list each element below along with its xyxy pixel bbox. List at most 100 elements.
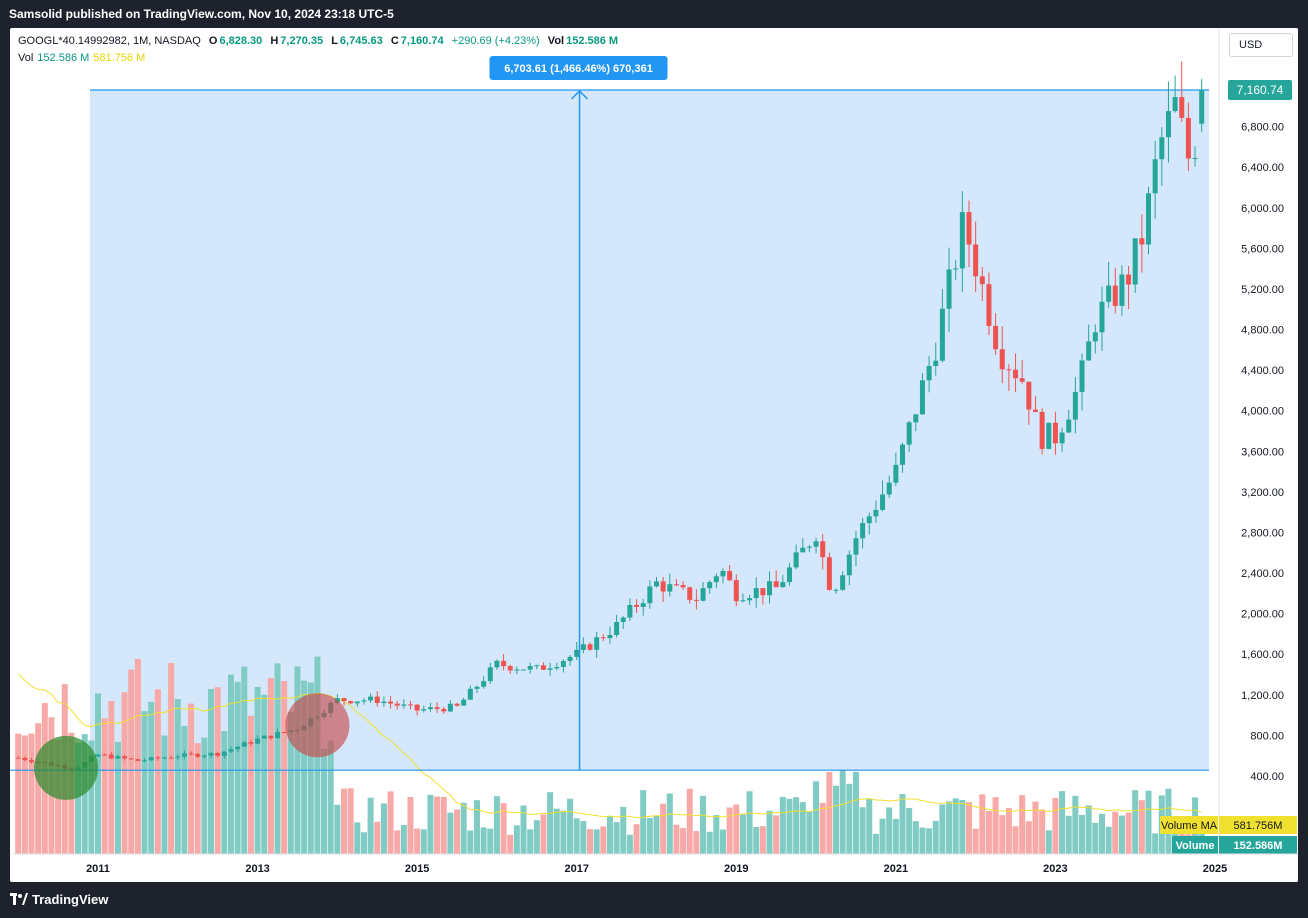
x-tick-label: 2015 (405, 863, 429, 875)
volume-tag (1172, 836, 1218, 854)
publisher-bar: Samsolid published on TradingView.com, N… (0, 0, 1308, 28)
volume-bar (1059, 791, 1066, 854)
volume-bar (287, 711, 294, 854)
volume-bar (1145, 790, 1152, 854)
volume-bar (866, 799, 873, 854)
volume-bar (593, 829, 600, 854)
price-axis (1219, 28, 1298, 882)
candle-body (195, 753, 201, 757)
volume-bar (321, 749, 328, 854)
volume-bar (952, 798, 959, 854)
candle-body (760, 588, 766, 596)
tradingview-logo[interactable]: TradingView (10, 892, 108, 907)
volume-bar (227, 674, 234, 854)
volume-value-tag (1219, 836, 1297, 854)
candle-body (255, 738, 261, 744)
volume-bar (114, 742, 121, 854)
volume-bar (946, 801, 953, 854)
volume-bar (513, 825, 520, 854)
candle-body (454, 703, 460, 706)
candle-body (1086, 341, 1092, 361)
volume-bar (347, 788, 354, 854)
volume-bar (799, 802, 806, 854)
volume-ma-value: 581.756M (1234, 820, 1283, 832)
candle-body (494, 660, 500, 668)
currency-button[interactable]: USD (1229, 33, 1293, 57)
volume-bar (693, 831, 700, 854)
candle-body (268, 735, 274, 739)
volume-bar (128, 669, 135, 854)
candle-body (707, 582, 713, 589)
candle-body (128, 758, 134, 760)
volume-bar (606, 816, 613, 854)
volume-bar (1052, 797, 1059, 854)
volume-bar (713, 815, 720, 854)
volume-bar (274, 663, 281, 854)
volume-bar (500, 803, 507, 854)
volume-bar (1065, 815, 1072, 854)
candle-body (654, 581, 659, 587)
candle-body (348, 701, 354, 704)
volume-bar (673, 824, 680, 854)
candle-body (1126, 274, 1132, 285)
volume-bar (480, 827, 487, 854)
volume-bar (208, 688, 215, 854)
volume-bar (400, 824, 407, 854)
candle-body (1159, 137, 1165, 160)
footer: TradingView (0, 884, 1308, 918)
publisher-text: Samsolid published on TradingView.com, N… (9, 7, 394, 21)
candle-body (95, 754, 101, 757)
candle-body (275, 731, 281, 739)
candle-body (1013, 369, 1019, 379)
volume-bar (1032, 801, 1039, 854)
candle-body (421, 709, 427, 711)
candle-body (873, 509, 879, 517)
candle-body (108, 754, 114, 759)
volume-bar (493, 796, 500, 854)
candle-body (181, 753, 187, 757)
candle-body (481, 681, 487, 687)
candle-body (354, 701, 360, 704)
volume-bar (547, 792, 554, 854)
candle-body (1006, 369, 1012, 371)
volume-bar (380, 803, 387, 854)
candle-body (1072, 391, 1078, 420)
candle-body (407, 704, 413, 706)
candle-body (1046, 422, 1052, 449)
candle-body (135, 759, 141, 761)
volume-bar (753, 827, 760, 854)
candle-body (1179, 97, 1185, 118)
candle-body (893, 464, 899, 483)
volume-bar (872, 833, 879, 854)
candle-body (614, 621, 620, 635)
candle-body (261, 735, 267, 739)
candle-body (594, 637, 600, 650)
volume-bar (985, 811, 992, 854)
candle-body (574, 649, 580, 657)
volume-bar (813, 781, 820, 854)
candle-body (846, 554, 852, 576)
ohlc-legend: GOOGL*40.14992982, 1M, NASDAQ O 6,828.30 … (18, 35, 619, 47)
y-tick-label: 3,200.00 (1241, 487, 1284, 499)
measure-area (90, 89, 1210, 771)
candle-body (1039, 411, 1045, 449)
candle-body (919, 380, 925, 415)
y-tick-label: 6,000.00 (1241, 203, 1284, 215)
volume-bar (15, 733, 22, 854)
candle-body (560, 661, 566, 667)
volume-bar (81, 734, 88, 854)
volume-bar (806, 811, 813, 854)
price-chart[interactable]: 6,703.61 (1,466.46%) 670,361 400.00 800.00… (10, 28, 1298, 882)
candle-body (667, 584, 673, 592)
candle-body (547, 668, 553, 670)
volume-bar (587, 829, 594, 854)
candle-body (959, 212, 965, 269)
chart-panel[interactable]: 6,703.61 (1,466.46%) 670,361 400.00 800.00… (10, 28, 1298, 882)
candle-body (860, 523, 866, 539)
volume-bar (188, 703, 195, 854)
volume-bar (992, 797, 999, 854)
candle-body (986, 284, 992, 326)
candle-body (534, 665, 540, 667)
candle-body (673, 584, 679, 586)
volume-bar (1138, 800, 1145, 854)
